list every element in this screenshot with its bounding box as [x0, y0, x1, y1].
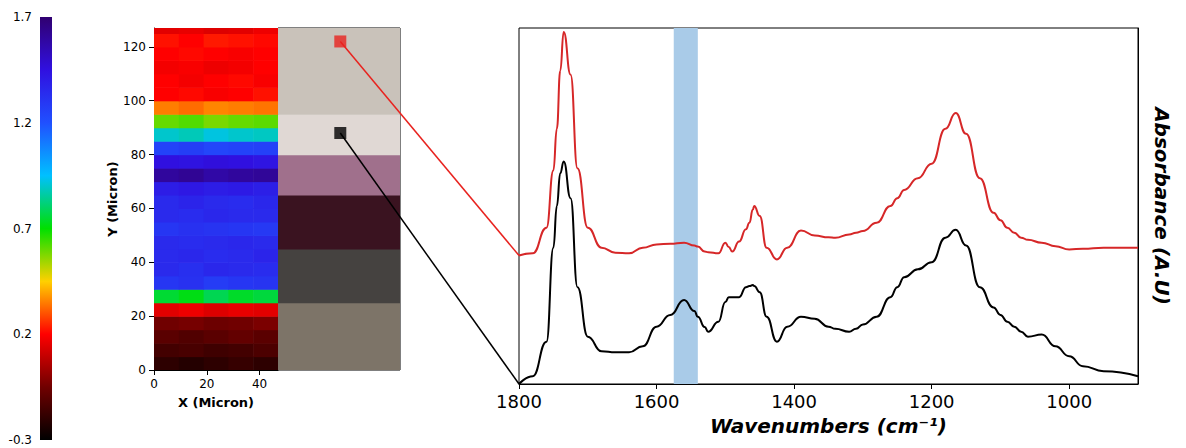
svg-text:1000: 1000 — [1046, 391, 1092, 412]
svg-text:60: 60 — [131, 201, 146, 215]
svg-text:40: 40 — [131, 255, 146, 269]
svg-text:X (Micron): X (Micron) — [178, 395, 254, 410]
svg-text:1800: 1800 — [496, 391, 542, 412]
svg-text:Y (Micron): Y (Micron) — [105, 161, 120, 238]
svg-text:120: 120 — [123, 40, 146, 54]
svg-text:1.2: 1.2 — [13, 116, 32, 130]
svg-text:1400: 1400 — [771, 391, 817, 412]
svg-text:20: 20 — [199, 377, 214, 391]
svg-text:Wavenumbers (cm⁻¹): Wavenumbers (cm⁻¹) — [710, 414, 947, 438]
svg-text:Absorbance (A.U): Absorbance (A.U) — [1150, 105, 1174, 305]
svg-text:80: 80 — [131, 148, 146, 162]
svg-text:40: 40 — [252, 377, 267, 391]
svg-text:1200: 1200 — [909, 391, 955, 412]
svg-text:0: 0 — [150, 377, 158, 391]
svg-text:0.2: 0.2 — [13, 327, 32, 341]
svg-text:20: 20 — [131, 309, 146, 323]
svg-text:1.7: 1.7 — [13, 10, 32, 24]
svg-text:0: 0 — [138, 363, 146, 377]
svg-text:0.7: 0.7 — [13, 222, 32, 236]
svg-text:-0.3: -0.3 — [9, 433, 32, 447]
svg-text:100: 100 — [123, 94, 146, 108]
svg-text:1600: 1600 — [634, 391, 680, 412]
